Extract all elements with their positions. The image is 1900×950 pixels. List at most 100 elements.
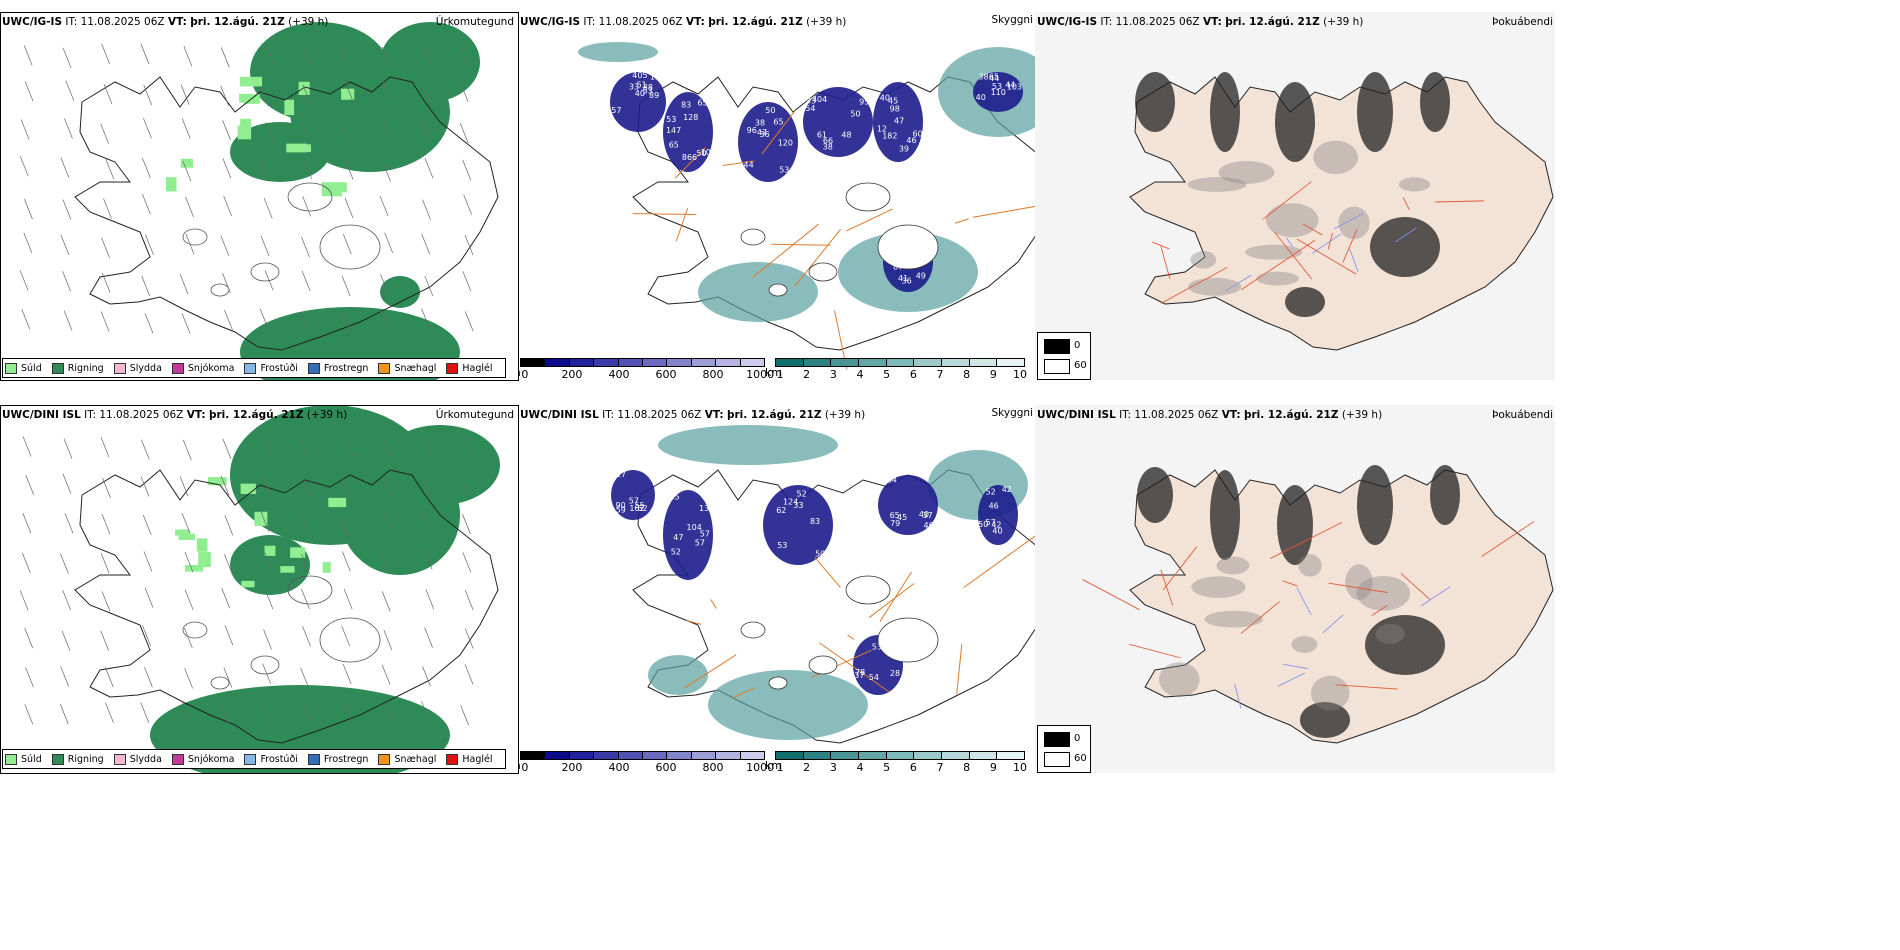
low-ceiling-area	[878, 475, 938, 535]
ceiling-colorbar: m0 200 400 600 800 1000	[518, 751, 774, 773]
road	[752, 223, 819, 278]
ceiling-value-label: 60	[912, 129, 922, 138]
wind-barb	[220, 235, 230, 256]
legend-label: Slydda	[129, 362, 162, 374]
river	[1283, 663, 1308, 669]
wind-barb	[24, 704, 34, 725]
road	[1296, 238, 1357, 275]
wind-barb	[302, 44, 312, 65]
colorbar-cell	[594, 359, 619, 366]
wind-barb	[102, 477, 111, 499]
glacier-outline	[250, 655, 280, 675]
wind-barb	[144, 587, 154, 608]
colorbar-tick: 800	[702, 761, 724, 773]
wind-barb	[342, 663, 352, 685]
legend-label: Frostregn	[323, 362, 369, 374]
colorbar-ticks: 1 2 3 4 5 6 7 8 9 10	[775, 367, 1028, 380]
road	[847, 634, 855, 640]
ceiling-value-label: 42	[880, 640, 890, 649]
ceiling-value-label: 50	[978, 520, 988, 529]
wind-barb	[301, 588, 310, 610]
drizzle-patch	[241, 580, 255, 588]
legend-swatch	[51, 362, 64, 374]
wind-barb	[343, 705, 353, 726]
drizzle-patch	[341, 88, 355, 100]
colorbar-tick: 6	[909, 368, 917, 380]
drizzle-patch	[180, 158, 193, 168]
low-dewpoint-depression-area	[1365, 615, 1445, 675]
road	[1240, 239, 1316, 291]
ceiling-value-label: 53	[666, 115, 676, 124]
drizzle-patch	[240, 118, 252, 127]
road	[879, 571, 912, 622]
ceiling-value-label: 38	[643, 83, 653, 92]
road	[732, 687, 755, 699]
colorbar-tick: 10	[1013, 761, 1027, 773]
dewpoint-map-canvas	[1035, 405, 1555, 773]
ceiling-value-label: 38	[978, 73, 988, 82]
drizzle-patch	[185, 564, 204, 572]
moderate-area	[1398, 177, 1431, 192]
colorbar-cell	[803, 359, 832, 366]
wind-barb	[423, 436, 433, 457]
colorbar-cell	[545, 752, 570, 759]
ceiling-value-label: 65	[669, 141, 679, 150]
ceiling-value-label: 36	[902, 276, 912, 285]
colorbar-cell	[969, 752, 998, 759]
ceiling-value-label: 404	[812, 95, 827, 104]
wind-barb	[425, 589, 435, 610]
ceiling-value-label: 40	[976, 93, 986, 102]
moderate-area	[1313, 140, 1359, 175]
wind-barb	[22, 436, 32, 457]
road	[675, 207, 689, 242]
glacier-outline	[182, 228, 208, 246]
road	[1160, 266, 1228, 304]
glacier-outline	[210, 676, 230, 690]
ceiling-value-label: 79	[890, 519, 900, 528]
river	[1296, 587, 1312, 616]
wind-barb	[421, 474, 431, 496]
low-ceiling-area	[978, 485, 1018, 545]
ceiling-value-label: 48	[841, 130, 851, 139]
colorbar-cell	[569, 359, 595, 366]
legend-label: Súld	[21, 753, 42, 765]
colorbar-tick: 1000	[746, 368, 775, 380]
drizzle-patch	[240, 483, 256, 494]
low-ceiling-area	[803, 87, 873, 157]
panel-type-label: Skyggni	[991, 14, 1034, 26]
moderate-area	[1375, 623, 1405, 645]
dewpoint-map-dini: UWC/DINI ISL IT: 11.08.2025 06Z VT: þri.…	[1035, 405, 1555, 773]
dewpoint-low-label: 0	[1074, 733, 1081, 744]
colorbar-tick: 0	[521, 368, 529, 380]
colorbar-tick: 200	[561, 761, 583, 773]
drizzle-patch	[322, 562, 331, 573]
wind-barb	[184, 589, 194, 610]
legend-swatch	[244, 753, 257, 765]
low-ceiling-area	[873, 82, 923, 162]
colorbar-tick: 400	[608, 761, 630, 773]
ceiling-value-label: 128	[683, 113, 698, 122]
ceiling-value-label: 141	[882, 249, 897, 258]
colorbar-tick: 4	[856, 761, 864, 773]
ceiling-value-label: 124	[783, 497, 798, 506]
wind-barb	[263, 629, 272, 650]
colorbar-tick: 600	[655, 368, 677, 380]
road	[761, 109, 796, 155]
ceiling-value-label: 40	[880, 93, 890, 102]
wind-barb	[140, 439, 150, 460]
wind-barb	[462, 513, 471, 535]
colorbar-unit: km	[765, 759, 783, 772]
dewpoint-map-canvas	[1035, 12, 1555, 380]
wind-barb	[144, 313, 154, 334]
ceiling-value-label: 44	[1005, 81, 1015, 90]
colorbar-tick: 2	[803, 368, 811, 380]
wind-barb	[140, 702, 150, 723]
glacier-outline	[319, 617, 381, 663]
glacier-outline	[182, 621, 208, 639]
ceiling-value-label: 65	[989, 73, 999, 82]
wind-barb	[422, 666, 431, 687]
wind-barb	[180, 84, 190, 105]
drizzle-patch	[284, 99, 295, 116]
moderate-area	[1216, 556, 1250, 575]
